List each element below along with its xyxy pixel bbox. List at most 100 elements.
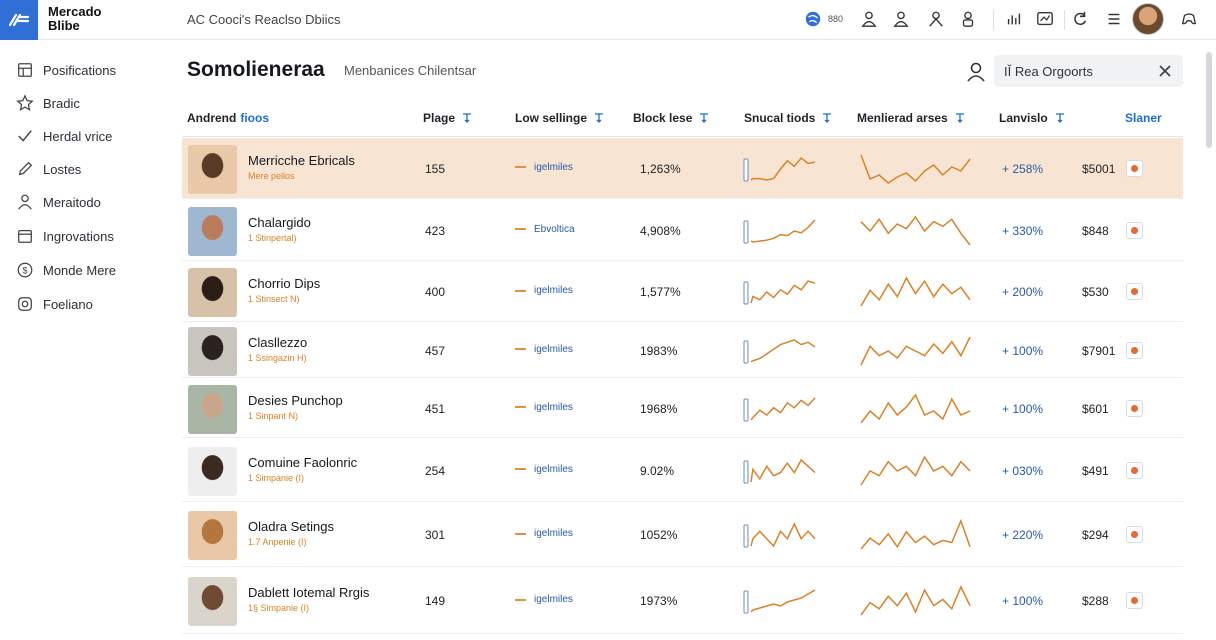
sort-icon[interactable] xyxy=(462,113,472,123)
row-avatar xyxy=(188,326,237,376)
profile-icon[interactable] xyxy=(957,8,979,30)
column-header-name[interactable]: Andrend fioos xyxy=(187,111,270,125)
column-header-block[interactable]: Block lese xyxy=(633,111,709,125)
dash-marker xyxy=(515,598,526,601)
sparkline-series xyxy=(860,154,971,184)
record-icon xyxy=(1131,404,1138,412)
table-row[interactable]: Merricche Ebricals Mere pellos 155 igelmile… xyxy=(182,138,1183,199)
sparkline-series xyxy=(750,218,816,243)
column-header-trend-small[interactable]: Snucal tiods xyxy=(744,111,832,125)
row-name[interactable]: Chalargido xyxy=(248,214,311,230)
sparkline-series xyxy=(860,393,971,423)
globe-status-icon[interactable] xyxy=(802,8,824,30)
row-subtitle: 1 Ssingazin H) xyxy=(248,352,307,363)
sidebar-item-monde-mere[interactable]: $ Monde Mere xyxy=(16,259,116,281)
sidebar-item-herdal-vrice[interactable]: Herdal vrice xyxy=(16,125,112,147)
app-logo[interactable] xyxy=(0,0,38,40)
row-name[interactable]: Clasllezzo xyxy=(248,334,308,350)
row-price-value: $288 xyxy=(1082,594,1109,608)
row-selling-label: igelmiles xyxy=(534,401,573,413)
sort-icon[interactable] xyxy=(699,113,709,123)
column-header-last[interactable]: Slaner xyxy=(1125,111,1162,125)
sidebar-item-lostes[interactable]: Lostes xyxy=(16,158,81,180)
row-avatar xyxy=(188,384,237,434)
sparkline-small xyxy=(743,396,816,421)
sparkline-large xyxy=(860,276,971,307)
row-block-value: 1973% xyxy=(640,594,678,608)
row-name[interactable]: Dablett Iotemal Rrgis xyxy=(248,585,370,600)
signal-icon[interactable] xyxy=(1003,8,1025,30)
contacts-icon[interactable] xyxy=(890,8,912,30)
sidebar-item-meraitodo[interactable]: Meraitodo xyxy=(16,191,101,213)
row-selling-label: igelmiles xyxy=(534,594,573,605)
dash-marker xyxy=(515,532,526,535)
table-row[interactable]: Clasllezzo 1 Ssingazin H) 457 igelmiles 1983… xyxy=(182,323,1183,378)
sidebar-item-foeliano[interactable]: Foeliano xyxy=(16,293,93,315)
column-header-selling[interactable]: Low sellinge xyxy=(515,111,604,125)
row-name[interactable]: Oladra Setings xyxy=(248,519,334,534)
table-row[interactable]: Oladra Setings 1.7 Anpenie (I) 301 igelmile… xyxy=(182,503,1183,567)
scrollbar[interactable] xyxy=(1206,52,1212,632)
row-action-button[interactable] xyxy=(1126,341,1143,359)
search-input[interactable]: IǏ Rea Orgoorts xyxy=(994,55,1183,87)
scrollbar-thumb[interactable] xyxy=(1206,52,1212,148)
sparkline-small xyxy=(743,522,816,548)
refresh-icon[interactable] xyxy=(1069,8,1091,30)
user-search-icon[interactable] xyxy=(964,60,988,84)
user-icon[interactable] xyxy=(858,8,880,30)
row-name[interactable]: Chorrio Dips xyxy=(248,276,321,291)
row-action-button[interactable] xyxy=(1126,592,1143,609)
list-icon[interactable] xyxy=(1103,8,1125,30)
sidebar-item-ingrovations[interactable]: Ingrovations xyxy=(16,225,114,247)
row-action-button[interactable] xyxy=(1126,461,1143,479)
chart-box-icon[interactable] xyxy=(1034,8,1056,30)
check-icon xyxy=(18,130,32,142)
sidebar-item-posifications[interactable]: Posifications xyxy=(16,59,116,81)
row-page-value: 400 xyxy=(425,285,446,299)
column-header-change[interactable]: Lanvislo xyxy=(999,111,1065,125)
gamepad-icon[interactable] xyxy=(1178,8,1200,30)
sort-icon[interactable] xyxy=(822,113,832,123)
row-action-button[interactable] xyxy=(1126,221,1143,239)
sparkline-marker xyxy=(743,220,749,243)
row-avatar xyxy=(188,446,237,496)
sparkline-large xyxy=(860,454,971,485)
row-action-button[interactable] xyxy=(1126,283,1143,300)
row-price-value: $491 xyxy=(1082,463,1109,478)
row-page-value: 155 xyxy=(425,161,446,176)
user-avatar[interactable] xyxy=(1132,3,1164,35)
close-icon[interactable] xyxy=(1155,61,1175,81)
team-icon[interactable] xyxy=(925,8,947,30)
column-header-page[interactable]: Plage xyxy=(423,111,472,125)
row-name[interactable]: Desies Punchop xyxy=(248,392,343,408)
sparkline-series xyxy=(860,215,971,245)
pencil-icon xyxy=(18,161,33,176)
table-row[interactable]: Chorrio Dips 1 Stinsect N) 400 igelmiles 1,5… xyxy=(182,262,1183,322)
search-value: IǏ Rea Orgoorts xyxy=(1004,64,1093,79)
sort-icon[interactable] xyxy=(955,113,965,123)
table-row[interactable]: Comuine Faolonric 1 Simpanie (I) 254 igelmi… xyxy=(182,439,1183,502)
column-header-trend-large[interactable]: Menlierad arses xyxy=(857,111,965,125)
row-page-value: 451 xyxy=(425,401,446,416)
row-subtitle: 1 Sinpant N) xyxy=(248,410,299,421)
row-action-button[interactable] xyxy=(1126,399,1143,417)
row-change-value: + 200% xyxy=(1002,285,1044,299)
row-name[interactable]: Merricche Ebricals xyxy=(248,152,355,168)
row-name[interactable]: Comuine Faolonric xyxy=(248,454,358,470)
table-row[interactable]: Chalargido 1 Stinpertal) 423 Ebvoltica 4,908… xyxy=(182,200,1183,261)
table-row[interactable]: Desies Punchop 1 Sinpant N) 451 igelmiles 19… xyxy=(182,379,1183,438)
row-change-value: + 220% xyxy=(1002,528,1044,542)
record-icon xyxy=(1131,346,1138,354)
sort-icon[interactable] xyxy=(594,113,604,123)
sidebar-item-label: Posifications xyxy=(43,62,116,78)
window-title: AC Cooci's Reaclso Dbiics xyxy=(187,12,341,27)
sidebar-item-bradic[interactable]: Bradic xyxy=(16,92,80,114)
sparkline-large xyxy=(860,215,971,245)
row-action-button[interactable] xyxy=(1126,159,1143,177)
row-selling: igelmiles xyxy=(515,344,573,355)
row-action-button[interactable] xyxy=(1126,526,1143,543)
row-selling-label: igelmiles xyxy=(534,343,573,355)
table-row[interactable]: Dablett Iotemal Rrgis 1§ Simpanie (I) 149 i… xyxy=(182,568,1183,634)
sparkline-series xyxy=(750,338,816,363)
sort-icon[interactable] xyxy=(1055,113,1065,123)
